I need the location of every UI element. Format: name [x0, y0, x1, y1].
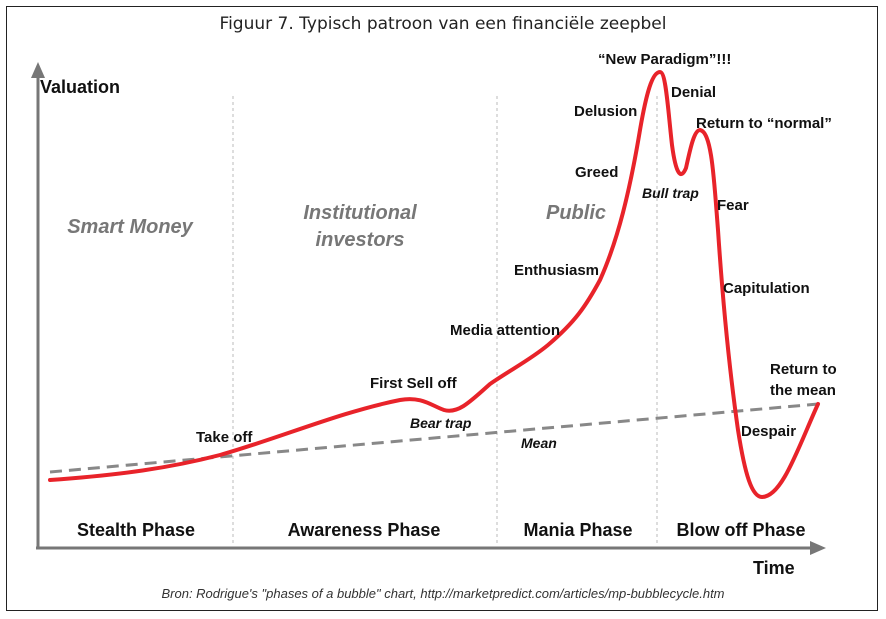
figure-title: Figuur 7. Typisch patroon van een financ… [219, 14, 667, 34]
phase-mania: Mania Phase [523, 520, 632, 540]
annotation-capitulation: Capitulation [723, 280, 810, 297]
y-axis-label: Valuation [40, 77, 120, 97]
mean-line [49, 402, 819, 474]
phase-blowoff: Blow off Phase [676, 520, 805, 540]
group-institutional-line2: investors [316, 229, 405, 251]
annotation-despair: Despair [741, 423, 796, 440]
annotation-first-sell-off: First Sell off [370, 375, 458, 392]
annotation-enthusiasm: Enthusiasm [514, 262, 599, 279]
annotation-take-off: Take off [196, 429, 253, 446]
annotation-delusion: Delusion [574, 103, 637, 120]
annotation-mean: Mean [521, 435, 557, 451]
annotation-denial: Denial [671, 84, 716, 101]
annotation-return-mean-line2: the mean [770, 382, 836, 399]
phase-stealth: Stealth Phase [77, 520, 195, 540]
figure-frame [6, 6, 878, 611]
annotation-bear-trap: Bear trap [410, 415, 472, 431]
annotation-return-normal: Return to “normal” [696, 115, 832, 132]
group-institutional-line1: Institutional [303, 202, 417, 224]
annotation-new-paradigm: “New Paradigm”!!! [598, 51, 731, 68]
bubble-curve [48, 70, 820, 499]
annotation-greed: Greed [575, 164, 618, 181]
group-public: Public [546, 202, 606, 224]
annotation-bull-trap: Bull trap [642, 185, 699, 201]
x-axis-arrow [810, 541, 826, 555]
annotation-fear: Fear [717, 197, 749, 214]
figure-source: Bron: Rodrigue's "phases of a bubble" ch… [161, 586, 725, 601]
phase-awareness: Awareness Phase [288, 520, 441, 540]
annotation-media-attention: Media attention [450, 322, 560, 339]
y-axis-arrow [31, 62, 45, 78]
annotation-return-mean-line1: Return to [770, 361, 837, 378]
x-axis-label: Time [753, 558, 795, 578]
group-smart-money: Smart Money [67, 216, 193, 238]
